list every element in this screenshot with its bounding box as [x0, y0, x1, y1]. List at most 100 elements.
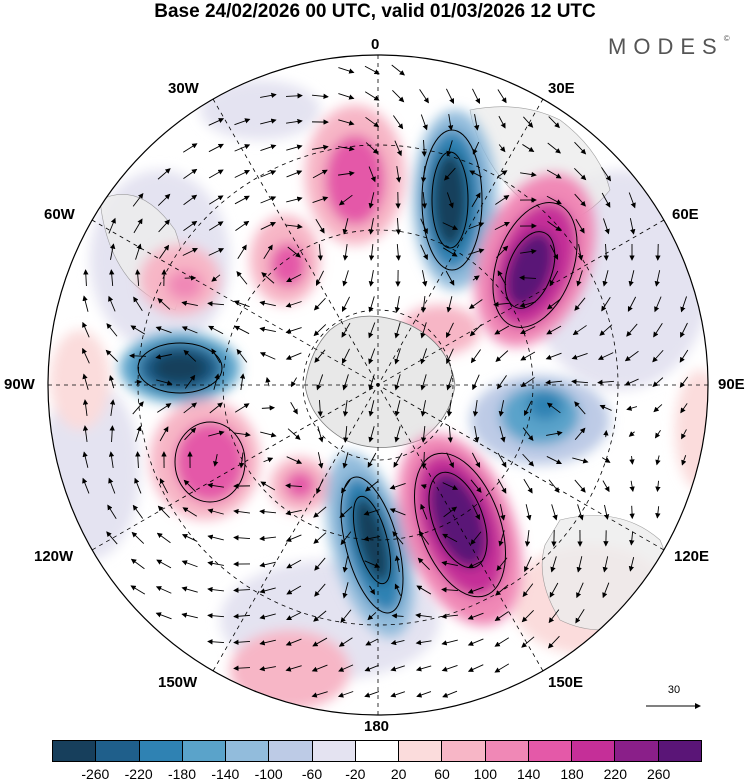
wind-vector-arrow	[521, 610, 534, 623]
wind-vector-arrow	[418, 530, 430, 545]
wind-vector-arrow	[286, 144, 303, 151]
wind-vector-arrow	[338, 170, 355, 177]
wind-vector-arrow	[181, 560, 198, 568]
wind-vector-arrow	[389, 508, 406, 516]
wind-vector-arrow	[82, 451, 89, 468]
wind-vector-arrow	[546, 430, 563, 437]
wind-vector-arrow	[208, 221, 224, 231]
wind-vector-arrow	[471, 192, 481, 208]
wind-vector-arrow	[446, 322, 454, 339]
wind-vector-arrow	[342, 452, 349, 469]
wind-vector-arrow	[522, 583, 534, 598]
wind-vector-arrow	[259, 508, 277, 515]
wind-vector-arrow	[155, 586, 172, 594]
wind-vector-arrow	[392, 531, 404, 545]
wind-vector-arrow	[548, 609, 560, 624]
wind-vector-arrow	[157, 505, 170, 519]
wind-vector-arrow	[550, 556, 557, 573]
wind-vector-arrow	[468, 299, 483, 309]
wind-vector-arrow	[394, 296, 401, 313]
wind-vector-arrow	[365, 480, 379, 492]
wind-vector-arrow	[342, 400, 349, 417]
wind-vector-arrow	[181, 326, 198, 334]
wind-vector-arrow	[181, 300, 198, 307]
wind-vector-arrow	[233, 535, 251, 541]
wind-vector-arrow	[679, 376, 689, 388]
wind-vector-arrow	[233, 639, 251, 645]
wind-vector-arrow	[342, 348, 350, 364]
wind-vector-arrow	[496, 245, 509, 258]
lon-label-180: 180	[364, 718, 390, 735]
wind-vector-arrow	[443, 506, 458, 518]
wind-vector-arrow	[524, 530, 531, 547]
wind-vector-arrow	[183, 402, 198, 414]
colorbar-tick-label: 100	[473, 766, 498, 782]
colorbar-segment	[139, 741, 183, 761]
wind-vector-arrow	[260, 118, 277, 125]
wind-vector-arrow	[467, 612, 484, 620]
wind-vector-arrow	[441, 560, 458, 567]
wind-vector-arrow	[653, 404, 663, 413]
wind-vector-arrow	[181, 612, 198, 619]
wind-vector-arrow	[132, 401, 144, 415]
wind-vector-arrow	[446, 452, 454, 469]
wind-vector-arrow	[260, 170, 277, 178]
colorbar-segment	[528, 741, 573, 761]
wind-vector-arrow	[341, 322, 351, 338]
wind-vector-arrow	[494, 221, 510, 230]
colorbar-segment	[615, 741, 659, 761]
wind-vector-arrow	[601, 167, 611, 182]
wind-vector-arrow	[130, 558, 145, 570]
wind-vector-arrow	[420, 114, 428, 131]
wind-vector-arrow	[627, 296, 637, 312]
wind-vector-arrow	[233, 300, 250, 308]
wind-vector-arrow	[183, 349, 197, 362]
wind-vector-arrow	[234, 144, 251, 152]
wind-vector-arrow	[575, 218, 585, 234]
wind-vector-arrow	[467, 664, 484, 672]
wind-vector-arrow	[395, 166, 402, 183]
wind-vector-arrow	[442, 247, 458, 257]
wind-vector-arrow	[393, 452, 403, 468]
wind-vector-arrow	[183, 143, 198, 153]
wind-vector-arrow	[311, 93, 329, 100]
wind-vector-arrow	[311, 664, 328, 672]
wind-vector-arrow	[313, 297, 326, 311]
wind-vector-arrow	[135, 451, 141, 469]
wind-vector-arrow	[363, 535, 380, 542]
wind-vector-arrow	[312, 144, 329, 151]
wind-vector-arrow	[286, 170, 303, 178]
wind-vector-arrow	[338, 93, 355, 100]
wind-vector-arrow	[342, 270, 349, 287]
wind-vector-arrow	[497, 89, 507, 104]
wind-vector-arrow	[442, 482, 459, 490]
wind-vector-arrow	[368, 296, 375, 313]
wind-vectors	[82, 64, 689, 698]
wind-vector-arrow	[652, 349, 664, 363]
wind-vector-arrow	[601, 457, 611, 463]
lon-label-30w: 30W	[168, 80, 199, 97]
wind-vector-arrow	[415, 612, 432, 619]
wind-vector-arrow	[520, 171, 537, 178]
wind-vector-arrow	[213, 454, 219, 467]
wind-vector-arrow	[572, 457, 589, 464]
wind-vector-arrow	[499, 504, 506, 521]
wind-vector-arrow	[159, 478, 169, 494]
wind-vector-arrow	[446, 192, 454, 209]
wind-vector-arrow	[521, 636, 535, 648]
wind-vector-arrow	[106, 323, 118, 337]
wind-vector-arrow	[420, 322, 427, 339]
wind-vector-arrow	[547, 142, 561, 154]
wind-vector-arrow	[419, 89, 429, 104]
wind-vector-arrow	[446, 296, 453, 313]
wind-vector-arrow	[286, 456, 303, 464]
wind-vector-arrow	[472, 374, 480, 391]
wind-vector-arrow	[496, 557, 508, 571]
wind-vector-arrow	[470, 349, 481, 364]
wind-vector-arrow	[234, 118, 251, 126]
wind-vector-arrow	[522, 453, 535, 467]
wind-vector-arrow	[498, 144, 506, 153]
wind-vector-arrow	[311, 691, 328, 698]
wind-vector-arrow	[233, 587, 251, 593]
wind-vector-arrow	[181, 586, 198, 593]
